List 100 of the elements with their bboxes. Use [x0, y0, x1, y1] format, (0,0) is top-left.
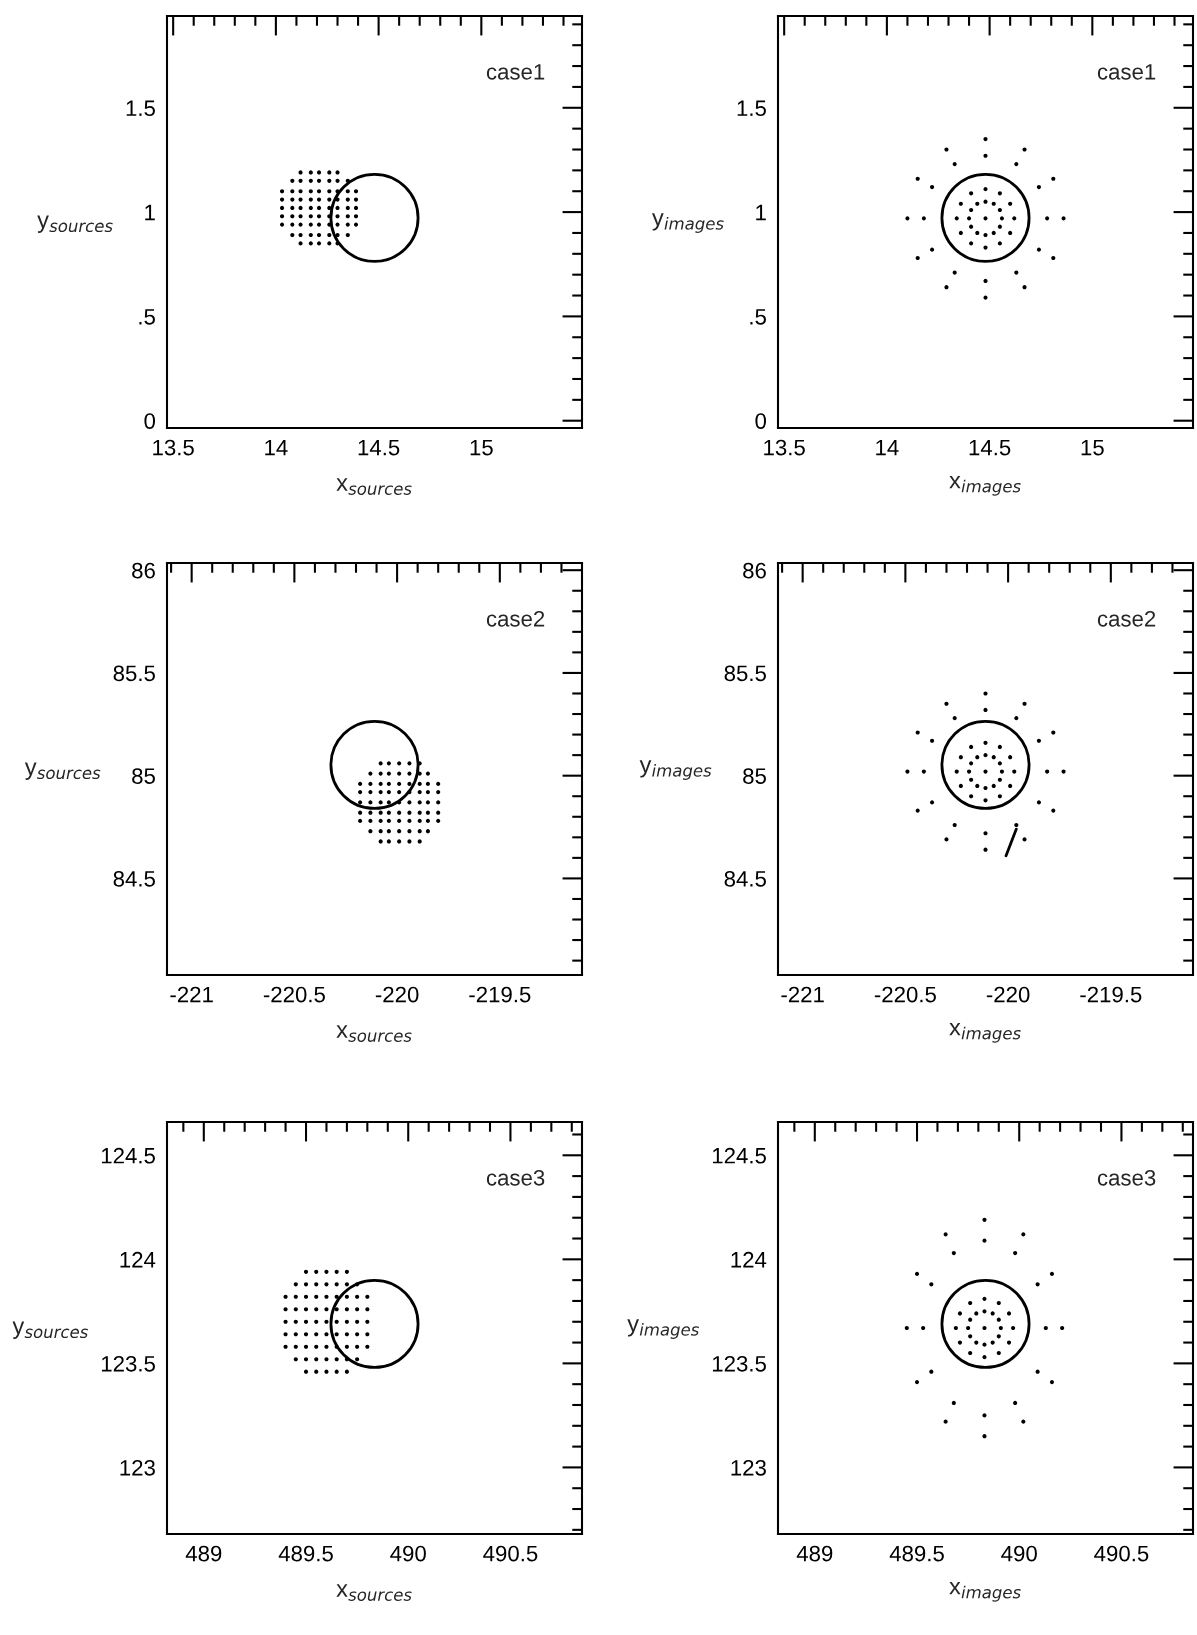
point	[997, 777, 1002, 782]
point	[969, 794, 974, 799]
x-tick-label: -220	[375, 986, 419, 1003]
point	[983, 740, 988, 745]
y-tick-label: 84.5	[724, 870, 766, 887]
y-tick-label: 124	[120, 1251, 156, 1268]
point	[1006, 1311, 1012, 1316]
point	[968, 1350, 973, 1356]
point	[996, 1300, 1001, 1306]
x-tick-label: 490	[1001, 1545, 1037, 1562]
x-tick-label: -220.5	[874, 986, 936, 1003]
x-tick-label: 490	[390, 1545, 426, 1562]
y-tick-label: 0	[144, 413, 156, 429]
y-tick-label: 85.5	[724, 665, 766, 682]
point	[982, 1296, 987, 1301]
point	[1051, 808, 1056, 813]
point	[930, 800, 935, 805]
point	[958, 755, 963, 760]
y-tick-label: 1.5	[737, 100, 766, 117]
point	[997, 794, 1002, 799]
x-axis-title: x$_{images}$	[949, 475, 1021, 496]
point	[997, 241, 1002, 246]
point	[1013, 1251, 1018, 1256]
point	[1061, 769, 1066, 774]
point	[1035, 1369, 1040, 1374]
point	[975, 230, 980, 236]
point	[1011, 1325, 1016, 1331]
x-tick-label: 489.5	[278, 1545, 333, 1562]
point	[930, 738, 935, 743]
annotation: case3	[486, 1169, 545, 1186]
point	[983, 831, 988, 836]
point	[998, 1325, 1003, 1331]
y-axis-title: y$_{images}$	[627, 1319, 699, 1339]
point	[954, 216, 959, 221]
point	[991, 755, 996, 760]
y-tick-label: 85	[743, 768, 766, 784]
point	[1060, 1325, 1065, 1331]
point	[952, 822, 957, 828]
y-tick-label: 124.5	[101, 1147, 155, 1164]
point	[1036, 184, 1041, 190]
y-axis-title: y$_{sources}$	[12, 1321, 88, 1339]
y-tick-label: 86	[132, 562, 155, 579]
point	[915, 176, 920, 181]
x-tick-label: -221	[781, 986, 824, 1003]
point	[958, 201, 963, 206]
point	[914, 1271, 920, 1276]
y-tick-label: 124.5	[712, 1147, 766, 1164]
y-tick-label: 123	[120, 1459, 155, 1476]
point	[1045, 769, 1050, 774]
point	[991, 230, 996, 236]
point	[1008, 755, 1013, 760]
point	[1036, 247, 1041, 252]
x-tick-label: -220.5	[263, 986, 325, 1003]
point	[991, 201, 996, 206]
y-axis-title: y$_{sources}$	[24, 762, 101, 780]
x-tick-label: -219.5	[1080, 986, 1142, 1003]
point	[974, 1311, 979, 1316]
y-axis-title: y$_{images}$	[639, 760, 712, 780]
point	[929, 1282, 934, 1287]
point	[1036, 738, 1041, 743]
point	[958, 230, 963, 236]
point	[969, 744, 974, 749]
y-tick-label: .5	[139, 309, 155, 325]
annotation: case3	[1097, 1169, 1156, 1186]
point	[915, 808, 920, 813]
point	[997, 744, 1002, 749]
point	[983, 187, 988, 192]
point	[968, 1300, 973, 1306]
x-axis-title: x$_{images}$	[949, 1022, 1021, 1043]
point	[969, 207, 974, 213]
point	[968, 1334, 973, 1339]
point	[983, 137, 988, 142]
point	[999, 769, 1005, 774]
point	[969, 241, 974, 246]
point	[1021, 1419, 1026, 1424]
annotation: case1	[486, 64, 545, 80]
y-tick-label: 124	[731, 1251, 767, 1268]
y-tick-label: 123.5	[712, 1355, 766, 1372]
point	[1006, 1340, 1012, 1345]
x-tick-label: 489.5	[889, 1545, 944, 1562]
point	[1035, 1282, 1040, 1287]
point	[1051, 255, 1056, 261]
point	[1049, 1271, 1055, 1276]
point	[1049, 1380, 1055, 1385]
point	[904, 1325, 909, 1331]
point	[1008, 201, 1013, 206]
point	[969, 777, 974, 782]
annotation: case2	[1097, 610, 1156, 627]
point	[997, 191, 1002, 196]
point	[957, 1340, 963, 1345]
point	[983, 691, 988, 696]
point	[1014, 162, 1019, 167]
y-tick-label: 0	[755, 413, 767, 429]
point	[914, 1380, 920, 1385]
point	[999, 216, 1005, 221]
point	[982, 1217, 987, 1222]
point	[983, 278, 988, 284]
x-tick-label: 14.5	[358, 439, 400, 456]
point	[966, 769, 972, 774]
x-tick-label: 14	[265, 439, 288, 456]
